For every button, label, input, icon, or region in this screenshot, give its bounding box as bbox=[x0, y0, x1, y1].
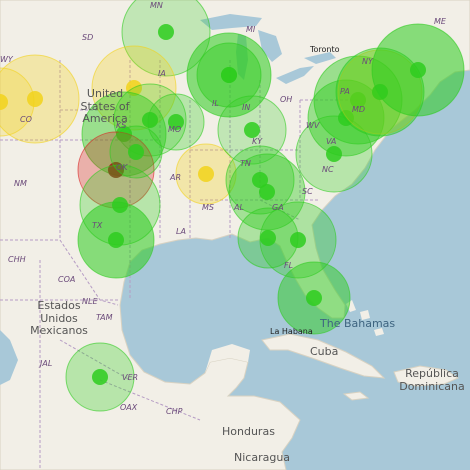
marker-dot[interactable] bbox=[252, 172, 268, 188]
state-label-ok: OK bbox=[116, 163, 128, 172]
map-marker[interactable] bbox=[65, 342, 135, 412]
marker-dot[interactable] bbox=[0, 94, 8, 110]
state-label-ia: IA bbox=[158, 69, 166, 78]
marker-halo[interactable] bbox=[0, 67, 35, 137]
map-marker[interactable] bbox=[77, 201, 155, 279]
state-label-wv: WV bbox=[306, 121, 320, 130]
state-label-fl: FL bbox=[284, 261, 294, 270]
marker-dot[interactable] bbox=[350, 92, 366, 108]
map-marker[interactable] bbox=[277, 261, 351, 335]
jamaica-island bbox=[342, 391, 370, 401]
state-label-sc: SC bbox=[302, 187, 313, 196]
country-label-usa: United States of America bbox=[80, 87, 130, 126]
marker-dot[interactable] bbox=[92, 369, 108, 385]
marker-dot[interactable] bbox=[290, 232, 306, 248]
map-marker[interactable] bbox=[113, 83, 187, 157]
state-label-wy: WY bbox=[0, 55, 13, 64]
state-label-il: IL bbox=[212, 99, 219, 108]
marker-dot[interactable] bbox=[410, 62, 426, 78]
state-label-ky: KY bbox=[252, 137, 263, 146]
city-label-la-habana: La Habana bbox=[270, 327, 313, 336]
gulf-california bbox=[0, 330, 18, 385]
lake-superior bbox=[200, 14, 262, 30]
state-label-co: CO bbox=[20, 115, 32, 124]
state-label-nm: NM bbox=[14, 179, 27, 188]
marker-dot[interactable] bbox=[128, 144, 144, 160]
state-label-chp: CHP bbox=[166, 407, 183, 416]
marker-dot[interactable] bbox=[198, 166, 214, 182]
marker-dot[interactable] bbox=[260, 230, 276, 246]
state-label-ver: VER bbox=[122, 373, 139, 382]
state-label-ar: AR bbox=[170, 173, 182, 182]
marker-dot[interactable] bbox=[116, 126, 132, 142]
country-label-honduras: Honduras bbox=[222, 425, 275, 438]
state-label-tx: TX bbox=[92, 221, 103, 230]
yucatan bbox=[205, 344, 250, 373]
marker-dot[interactable] bbox=[158, 24, 174, 40]
map-marker[interactable] bbox=[196, 42, 262, 108]
bahamas-islands bbox=[346, 300, 384, 336]
state-label-in: IN bbox=[242, 103, 251, 112]
state-label-chh: CHH bbox=[8, 255, 26, 264]
marker-dot[interactable] bbox=[306, 290, 322, 306]
map-marker[interactable] bbox=[121, 0, 211, 77]
lake-ontario bbox=[304, 52, 336, 64]
map-marker[interactable] bbox=[228, 153, 306, 231]
marker-dot[interactable] bbox=[221, 67, 237, 83]
city-label-toronto: Toronto bbox=[310, 45, 340, 54]
map-marker[interactable] bbox=[0, 54, 80, 144]
marker-dot[interactable] bbox=[108, 232, 124, 248]
state-label-ga: GA bbox=[272, 203, 284, 212]
state-label-tam: TAM bbox=[96, 313, 113, 322]
state-label-md: MD bbox=[352, 105, 366, 114]
country-label-nicaragua: Nicaragua bbox=[234, 451, 291, 464]
country-label-mexico: Estados Unidos Mexicanos bbox=[30, 299, 88, 338]
lake-erie bbox=[276, 66, 314, 84]
marker-dot[interactable] bbox=[142, 112, 158, 128]
state-label-ks: KS bbox=[116, 121, 127, 130]
map-marker[interactable] bbox=[109, 125, 163, 179]
lake-huron bbox=[258, 30, 282, 62]
map-marker[interactable] bbox=[259, 201, 337, 279]
country-label-dominican-republic: República Dominicana bbox=[399, 367, 465, 393]
country-label-cuba: Cuba bbox=[310, 345, 339, 358]
state-label-jal: JAL bbox=[40, 359, 53, 368]
state-label-pa: PA bbox=[340, 87, 350, 96]
state-label-sd: SD bbox=[82, 33, 94, 42]
state-label-nle: NLE bbox=[82, 297, 98, 306]
state-label-oax: OAX bbox=[120, 403, 138, 412]
marker-dot[interactable] bbox=[168, 114, 184, 130]
map-marker[interactable] bbox=[81, 91, 167, 177]
state-label-va: VA bbox=[326, 137, 337, 146]
map-marker[interactable] bbox=[0, 67, 35, 137]
state-label-me: ME bbox=[434, 17, 446, 26]
state-label-mi: MI bbox=[246, 25, 256, 34]
state-label-la: LA bbox=[176, 227, 186, 236]
marker-dot[interactable] bbox=[27, 91, 43, 107]
state-label-nc: NC bbox=[322, 165, 334, 174]
map-marker[interactable] bbox=[175, 143, 237, 205]
cuba-island bbox=[261, 333, 386, 379]
state-label-coa: COA bbox=[58, 275, 76, 284]
marker-dot[interactable] bbox=[259, 184, 275, 200]
state-label-ms: MS bbox=[202, 203, 214, 212]
marker-dot[interactable] bbox=[244, 122, 260, 138]
state-label-tn: TN bbox=[240, 159, 251, 168]
map-marker[interactable] bbox=[371, 23, 465, 117]
state-label-ny: NY bbox=[362, 57, 373, 66]
state-label-oh: OH bbox=[280, 95, 293, 104]
state-label-al: AL bbox=[234, 203, 244, 212]
state-label-mn: MN bbox=[150, 1, 163, 10]
state-label-mo: MO bbox=[168, 125, 182, 134]
hispaniola-island bbox=[393, 365, 460, 387]
water-label-bahamas: The Bahamas bbox=[320, 317, 396, 330]
map-marker[interactable] bbox=[147, 93, 205, 151]
